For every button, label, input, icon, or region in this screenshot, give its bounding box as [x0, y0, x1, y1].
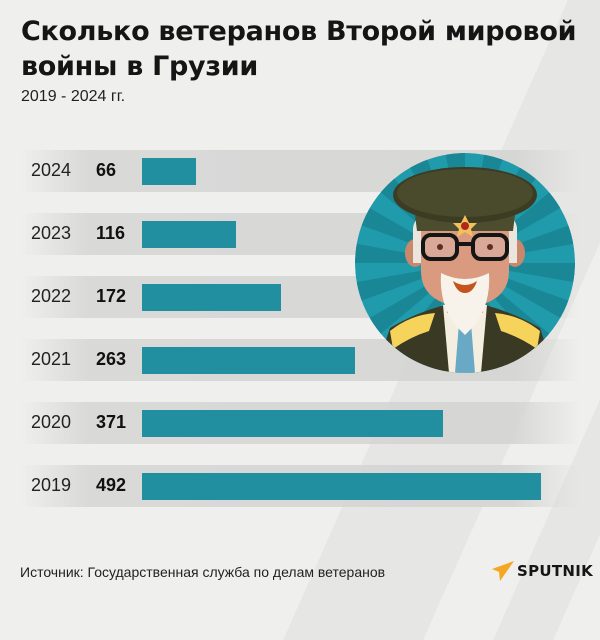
year-label: 2023 — [31, 223, 72, 243]
chart-title: Сколько ветеранов Второй мировой войны в… — [21, 16, 577, 82]
bar — [142, 410, 443, 437]
value-label: 492 — [96, 475, 127, 495]
sputnik-logo: SPUTNIK — [492, 561, 593, 581]
bar — [142, 158, 196, 185]
bar-row: 2020 371 — [20, 402, 580, 444]
source-note: Источник: Государственная служба по дела… — [20, 564, 386, 580]
year-label: 2024 — [31, 160, 72, 180]
bar-row: 2019 492 — [20, 465, 580, 507]
chart-subtitle: 2019 - 2024 гг. — [21, 88, 126, 105]
value-label: 66 — [96, 160, 117, 180]
value-label: 172 — [96, 286, 127, 306]
value-label: 116 — [96, 223, 126, 243]
veteran-illustration — [355, 153, 575, 373]
value-label: 371 — [96, 412, 127, 432]
bar — [142, 347, 355, 374]
sputnik-logo-icon — [492, 561, 514, 581]
veteran-soldier-icon — [355, 153, 575, 373]
year-label: 2022 — [31, 286, 72, 306]
bar — [142, 284, 281, 311]
year-label: 2020 — [31, 412, 72, 432]
year-label: 2021 — [31, 349, 72, 369]
logo-text: SPUTNIK — [517, 562, 594, 580]
value-label: 263 — [96, 349, 127, 369]
year-label: 2019 — [31, 475, 72, 495]
bar — [142, 221, 236, 248]
bar — [142, 473, 541, 500]
